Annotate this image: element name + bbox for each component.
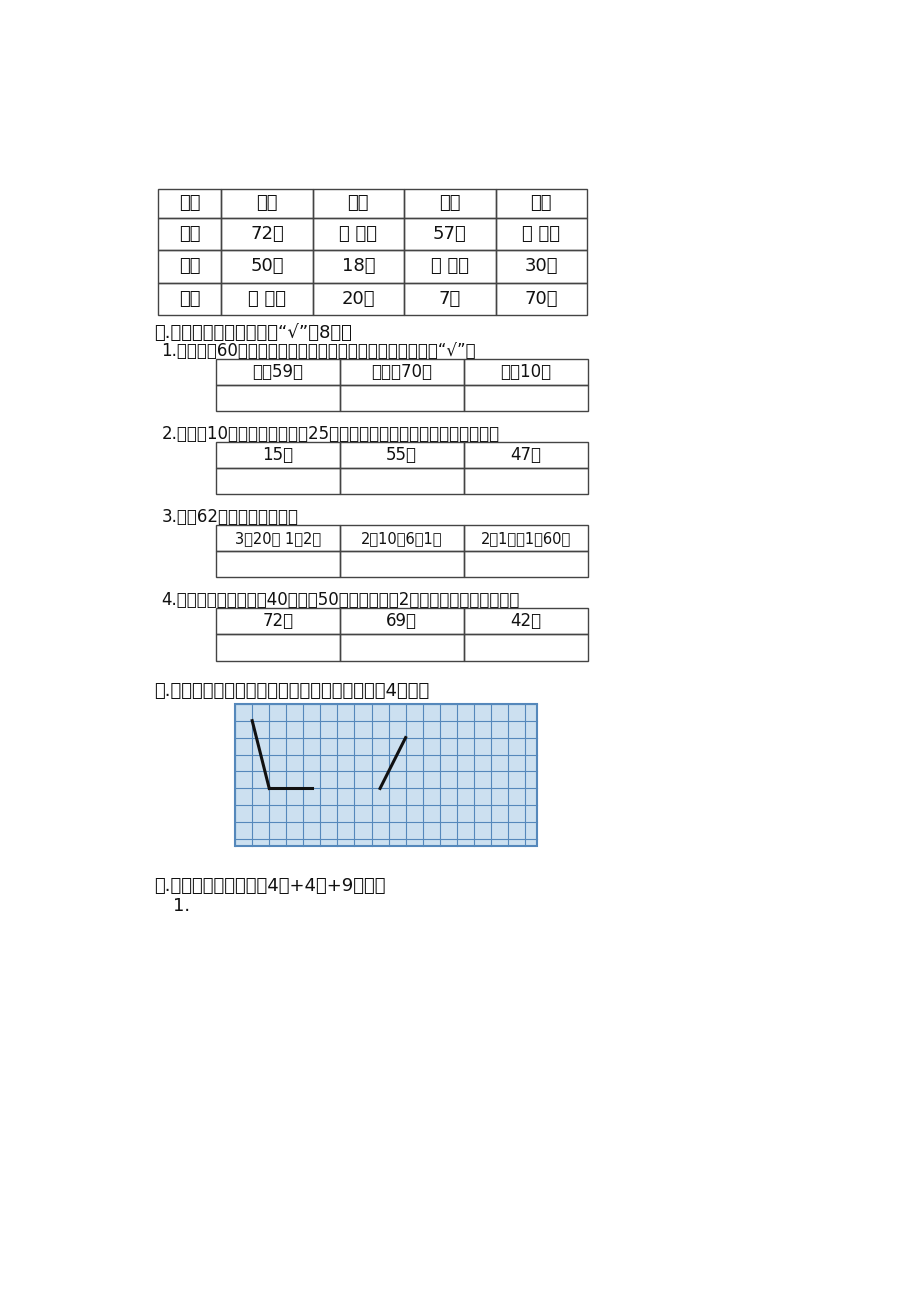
Bar	[339, 469, 463, 495]
Bar	[221, 189, 312, 217]
Bar	[216, 469, 339, 495]
Text: 20架: 20架	[341, 289, 375, 307]
Text: 42棵: 42棵	[510, 612, 540, 630]
Text: 1.公园里有60只猿，请在与猿子只数最接近的动物下面画打“√”。: 1.公园里有60只猿，请在与猿子只数最接近的动物下面画打“√”。	[162, 342, 476, 359]
Text: 55只: 55只	[386, 447, 417, 464]
Text: 70只: 70只	[524, 289, 558, 307]
Text: 3咆20元 1和2元: 3咆20元 1和2元	[234, 531, 321, 546]
Bar	[216, 551, 339, 577]
Text: （ ）只: （ ）只	[522, 225, 560, 243]
Bar	[403, 217, 495, 250]
Bar	[339, 608, 463, 634]
Text: 18架: 18架	[341, 258, 375, 275]
Bar	[495, 250, 586, 283]
Text: （ ）个: （ ）个	[430, 258, 469, 275]
Text: 47只: 47只	[510, 447, 540, 464]
Bar	[339, 551, 463, 577]
Text: 原有: 原有	[178, 225, 200, 243]
Text: 2.小红捶10只塑料袋，小明捣25只，请问两人一共据了多少只塑料袋？: 2.小红捶10只塑料袋，小明捣25只，请问两人一共据了多少只塑料袋？	[162, 424, 499, 443]
Bar	[463, 385, 587, 411]
Bar	[463, 359, 587, 385]
Bar	[216, 525, 339, 551]
Bar	[463, 551, 587, 577]
Bar	[157, 250, 221, 283]
Bar	[339, 525, 463, 551]
Bar	[463, 608, 587, 634]
Text: 四.　　在正确答案下面画“√”（8分）: 四. 在正确答案下面画“√”（8分）	[153, 324, 351, 342]
Text: 69棵: 69棵	[386, 612, 417, 630]
Bar	[463, 634, 587, 660]
Bar	[221, 250, 312, 283]
Bar	[403, 250, 495, 283]
Bar	[216, 634, 339, 660]
Text: 长颈鹿70只: 长颈鹿70只	[371, 363, 432, 381]
Bar	[495, 189, 586, 217]
Bar	[463, 441, 587, 469]
Text: 50只: 50只	[250, 258, 283, 275]
Bar	[312, 250, 403, 283]
Bar	[312, 189, 403, 217]
Text: 玩具: 玩具	[178, 194, 200, 212]
Bar	[339, 634, 463, 660]
Text: 小熊: 小熊	[255, 194, 278, 212]
Bar	[403, 283, 495, 315]
Bar	[221, 283, 312, 315]
Bar	[495, 283, 586, 315]
Bar	[157, 217, 221, 250]
Text: 3.要拿62元，可以怎么拿？: 3.要拿62元，可以怎么拿？	[162, 508, 298, 526]
Bar	[157, 189, 221, 217]
Bar	[216, 441, 339, 469]
Bar	[463, 525, 587, 551]
Text: 7个: 7个	[438, 289, 460, 307]
Bar	[339, 385, 463, 411]
Text: 飞机: 飞机	[347, 194, 369, 212]
Bar	[403, 189, 495, 217]
Text: 老虇10只: 老虇10只	[500, 363, 550, 381]
Bar	[157, 283, 221, 315]
Text: 2和10元6和1元: 2和10元6和1元	[360, 531, 442, 546]
Text: （ ）只: （ ）只	[247, 289, 286, 307]
Bar	[312, 217, 403, 250]
Bar	[495, 217, 586, 250]
Text: 剩下: 剩下	[178, 289, 200, 307]
Text: （ ）架: （ ）架	[339, 225, 377, 243]
Text: 六.　　解决实际问题（4分+4分+9分）。: 六. 解决实际问题（4分+4分+9分）。	[153, 878, 385, 894]
Bar	[216, 359, 339, 385]
Bar	[216, 385, 339, 411]
Text: 72棵: 72棵	[262, 612, 293, 630]
Text: 五.请把下面没画完的平行四边形，三角形画完（4分）。: 五.请把下面没画完的平行四边形，三角形画完（4分）。	[153, 682, 428, 700]
Bar	[339, 359, 463, 385]
Text: 卖出: 卖出	[178, 258, 200, 275]
Text: 72只: 72只	[250, 225, 283, 243]
Text: 2和1元，1和60元: 2和1元，1和60元	[480, 531, 571, 546]
Bar	[339, 441, 463, 469]
Text: 57个: 57个	[433, 225, 466, 243]
Text: 娃娃: 娃娃	[438, 194, 460, 212]
Text: 30只: 30只	[524, 258, 558, 275]
Text: 白兕59只: 白兕59只	[252, 363, 303, 381]
Bar	[235, 703, 537, 846]
Text: 4.小兔拔葄卜的个数比40多，比50少，个位上是2，小兔拔了多少个葄卜？: 4.小兔拔葄卜的个数比40多，比50少，个位上是2，小兔拔了多少个葄卜？	[162, 591, 519, 609]
Text: 1.: 1.	[173, 897, 190, 915]
Bar	[221, 217, 312, 250]
Bar	[216, 608, 339, 634]
Bar	[312, 283, 403, 315]
Bar	[463, 469, 587, 495]
Text: 15只: 15只	[262, 447, 293, 464]
Text: 小猎: 小猎	[530, 194, 551, 212]
